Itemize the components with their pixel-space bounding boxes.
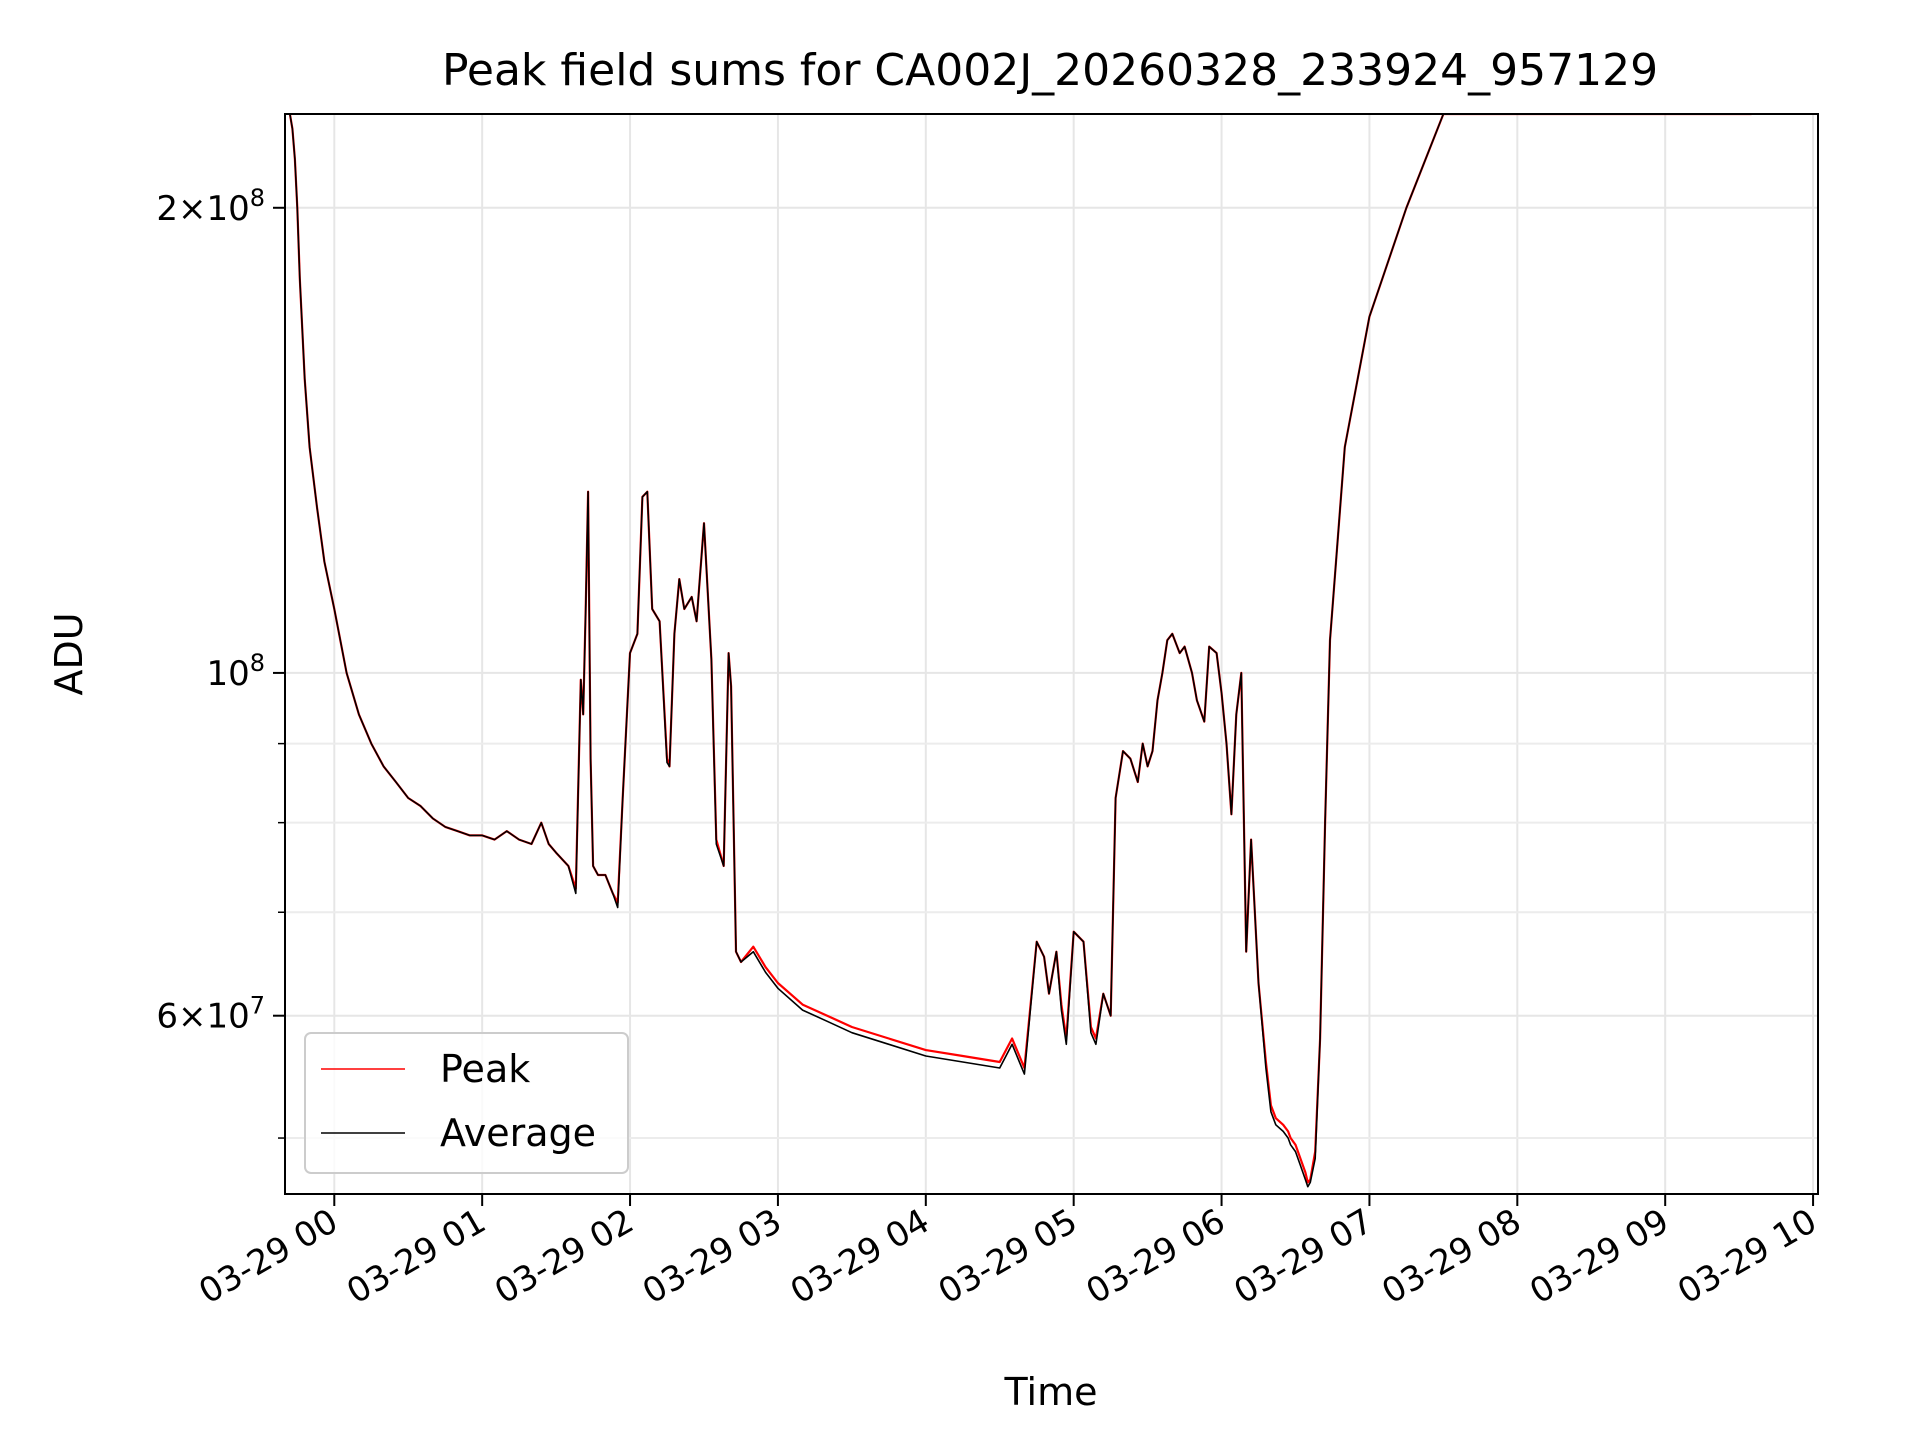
y-tick-label: 6×107 bbox=[156, 992, 265, 1037]
y-axis-title: ADU bbox=[47, 612, 91, 695]
y-tick-label: 108 bbox=[206, 649, 265, 694]
y-axis: 2×108 108 6×107 bbox=[156, 184, 285, 1139]
legend: Peak Average bbox=[304, 1032, 629, 1174]
plot-frame bbox=[284, 113, 1819, 1195]
series-line-average bbox=[289, 114, 1752, 1188]
x-axis-title: Time bbox=[1004, 1370, 1098, 1414]
grid-lines bbox=[285, 114, 1818, 1194]
chart-title: Peak field sums for CA002J_20260328_2339… bbox=[442, 45, 1658, 96]
legend-label-average: Average bbox=[440, 1111, 596, 1155]
legend-box bbox=[304, 1032, 629, 1174]
y-tick-label: 2×108 bbox=[156, 184, 265, 229]
legend-label-peak: Peak bbox=[440, 1047, 530, 1091]
plot-series bbox=[288, 114, 1752, 1188]
